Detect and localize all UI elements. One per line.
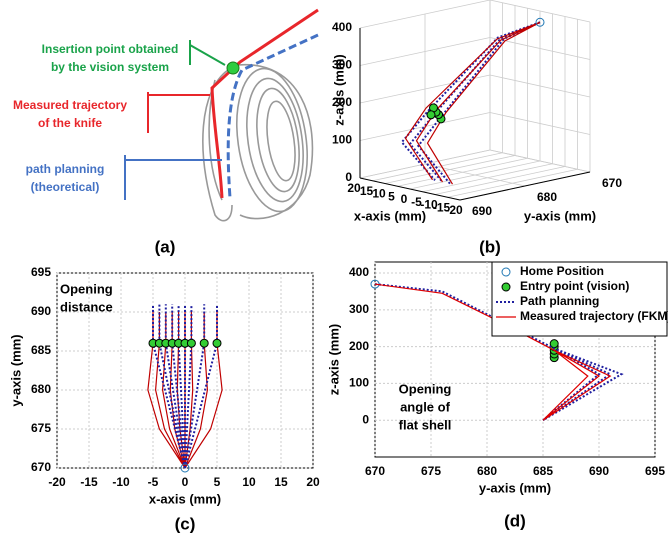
marker [212, 338, 222, 348]
grid-line [489, 149, 591, 173]
x-tick-label: 20 [347, 181, 361, 195]
x-tick-label: 680 [477, 464, 497, 478]
x-tick-label: -5 [411, 195, 422, 209]
y-tick-label: 690 [31, 304, 51, 318]
leader [147, 92, 210, 133]
z-tick-label: 400 [332, 20, 352, 34]
x-tick-label: 695 [645, 464, 665, 478]
y-tick-label: 685 [31, 343, 51, 357]
legend-symbol [501, 267, 511, 277]
label: of the knife [38, 116, 102, 130]
x-tick-label: -10 [420, 198, 438, 212]
label: (theoretical) [31, 180, 100, 194]
grid-line [489, 112, 591, 135]
y-axis-label: z-axis (mm) [326, 324, 341, 396]
axis-line [459, 171, 591, 201]
y-tick-label: 695 [31, 265, 51, 279]
x-tick-label: 20 [306, 475, 320, 489]
grid-line [359, 149, 491, 179]
grid-line [359, 0, 491, 29]
x-tick-label: 675 [421, 464, 441, 478]
z-tick-label: 100 [332, 133, 352, 147]
planned-path [226, 33, 319, 199]
knife-trajectory [210, 8, 319, 199]
marker [199, 338, 209, 348]
x-tick-label: 10 [372, 187, 386, 201]
label: Measured trajectory [13, 98, 127, 112]
annotation: Opening [60, 281, 113, 296]
y-tick-label: 0 [362, 412, 369, 426]
z-tick-label: 200 [332, 95, 352, 109]
legend-symbol [501, 282, 511, 292]
series-line [374, 283, 624, 422]
annotation: angle of [400, 399, 451, 414]
caption: (d) [504, 511, 526, 530]
x-axis-label: y-axis (mm) [479, 480, 551, 495]
x-tick-label: 0 [182, 475, 189, 489]
annotation: flat shell [399, 417, 452, 432]
grid-line [489, 37, 591, 60]
x-tick-label: 5 [214, 475, 221, 489]
x-tick-label: 0 [401, 192, 408, 206]
label: by the vision system [51, 60, 169, 74]
x-tick-label: 685 [533, 464, 553, 478]
marker [426, 110, 436, 120]
y-tick-label: 100 [349, 376, 369, 390]
marker [180, 463, 190, 473]
label: Insertion point obtained [42, 42, 179, 56]
leader [124, 155, 222, 200]
marker [535, 17, 545, 27]
z-axis-label: z-axis (mm) [331, 54, 346, 126]
y-tick-label: 200 [349, 339, 369, 353]
y-tick-label: 675 [31, 421, 51, 435]
z-tick-label: 300 [332, 58, 352, 72]
y-tick-label: 680 [537, 190, 557, 204]
y-tick-label: 400 [349, 265, 369, 279]
annotation: distance [60, 299, 113, 314]
y-axis-label: y-axis (mm) [524, 208, 596, 223]
y-tick-label: 690 [472, 204, 492, 218]
grid-line [424, 163, 526, 187]
grid-line [489, 0, 591, 23]
x-tick-label: 5 [388, 189, 395, 203]
grid-line [359, 37, 491, 66]
x-tick-label: -10 [112, 475, 130, 489]
grid-line [359, 74, 491, 104]
x-tick-label: 15 [360, 184, 374, 198]
marker [186, 338, 196, 348]
x-tick-label: -15 [433, 200, 451, 214]
x-tick-label: 690 [589, 464, 609, 478]
annotation: Opening [399, 381, 452, 396]
caption: (b) [479, 237, 501, 256]
x-tick-label: -20 [48, 475, 66, 489]
shell-illustration [202, 64, 314, 222]
legend-label: Home Position [520, 264, 604, 278]
axis-line [359, 177, 461, 201]
x-axis-label: x-axis (mm) [354, 208, 426, 223]
y-tick-label: 680 [31, 382, 51, 396]
y-tick-label: 670 [602, 176, 622, 190]
legend-label: Entry point (vision) [520, 279, 629, 293]
z-tick-label: 0 [345, 170, 352, 184]
grid-line [489, 74, 591, 98]
x-tick-label: -20 [445, 203, 463, 217]
caption: (a) [155, 237, 176, 256]
x-tick-label: -15 [80, 475, 98, 489]
y-tick-label: 670 [31, 460, 51, 474]
caption: (c) [175, 514, 196, 533]
x-tick-label: 15 [274, 475, 288, 489]
x-axis-label: x-axis (mm) [149, 491, 221, 506]
leader [189, 40, 226, 66]
x-tick-label: -5 [148, 475, 159, 489]
legend-label: Path planning [520, 294, 599, 308]
legend-box [491, 261, 668, 337]
x-tick-label: 10 [242, 475, 256, 489]
insertion-point [226, 61, 240, 75]
y-tick-label: 300 [349, 302, 369, 316]
label: path planning [26, 162, 105, 176]
x-tick-label: 670 [365, 464, 385, 478]
y-axis-label: y-axis (mm) [8, 334, 23, 406]
legend-label: Measured trajectory (FKM) [520, 309, 668, 323]
